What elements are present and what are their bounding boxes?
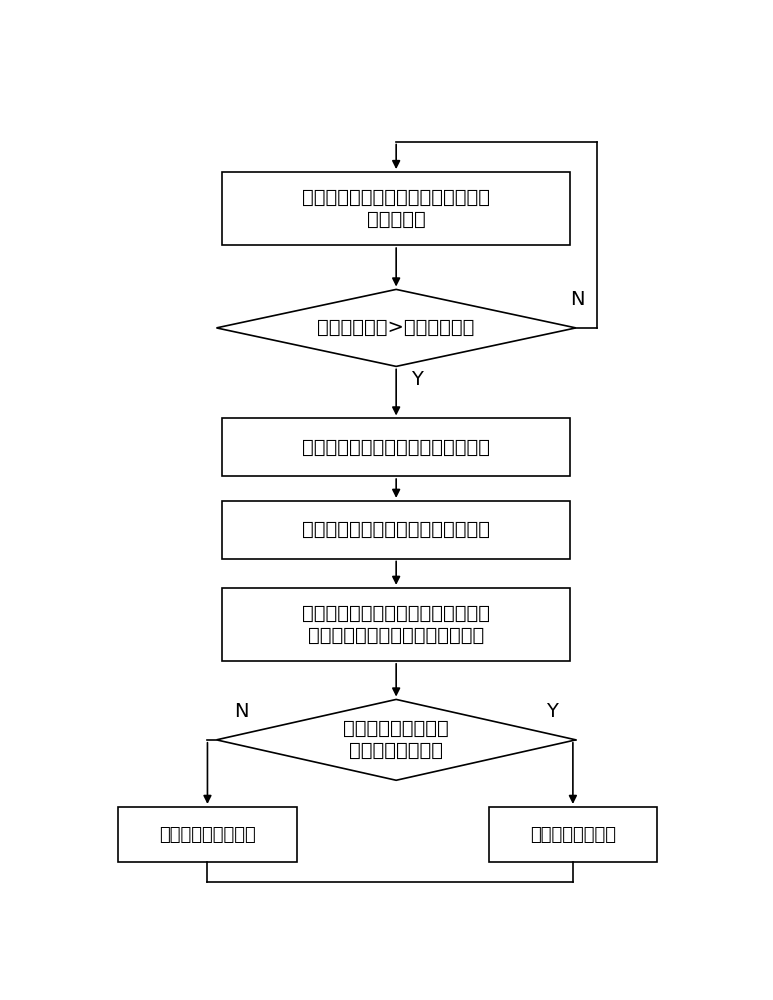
- Text: 比较特征频段零序电压、三相电流、
零序电流的方向，查询故障判定表: 比较特征频段零序电压、三相电流、 零序电流的方向，查询故障判定表: [302, 604, 490, 645]
- Text: 对暂态电流电压数据进行小波包变换: 对暂态电流电压数据进行小波包变换: [302, 520, 490, 539]
- Text: 该线路为非故障线路: 该线路为非故障线路: [159, 826, 256, 844]
- Text: N: N: [570, 290, 585, 309]
- Polygon shape: [216, 699, 576, 780]
- Bar: [489, 807, 657, 862]
- Bar: [223, 588, 570, 661]
- Polygon shape: [216, 289, 576, 366]
- Bar: [223, 418, 570, 476]
- Bar: [223, 501, 570, 559]
- Bar: [117, 807, 298, 862]
- Text: Y: Y: [411, 370, 423, 389]
- Text: 采集三相电流、零序电流、零序电压
并计算幅值: 采集三相电流、零序电流、零序电压 并计算幅值: [302, 188, 490, 229]
- Text: N: N: [234, 702, 249, 721]
- Text: 该线路为故障线路: 该线路为故障线路: [530, 826, 616, 844]
- Text: 零序电压幅值>选线启动电压: 零序电压幅值>选线启动电压: [318, 318, 475, 337]
- Bar: [223, 172, 570, 245]
- Text: 根据故障判定表确定
是否为接地故障？: 根据故障判定表确定 是否为接地故障？: [343, 719, 449, 760]
- Text: Y: Y: [546, 702, 558, 721]
- Text: 截取故障发生时前后各一周波的数据: 截取故障发生时前后各一周波的数据: [302, 438, 490, 457]
